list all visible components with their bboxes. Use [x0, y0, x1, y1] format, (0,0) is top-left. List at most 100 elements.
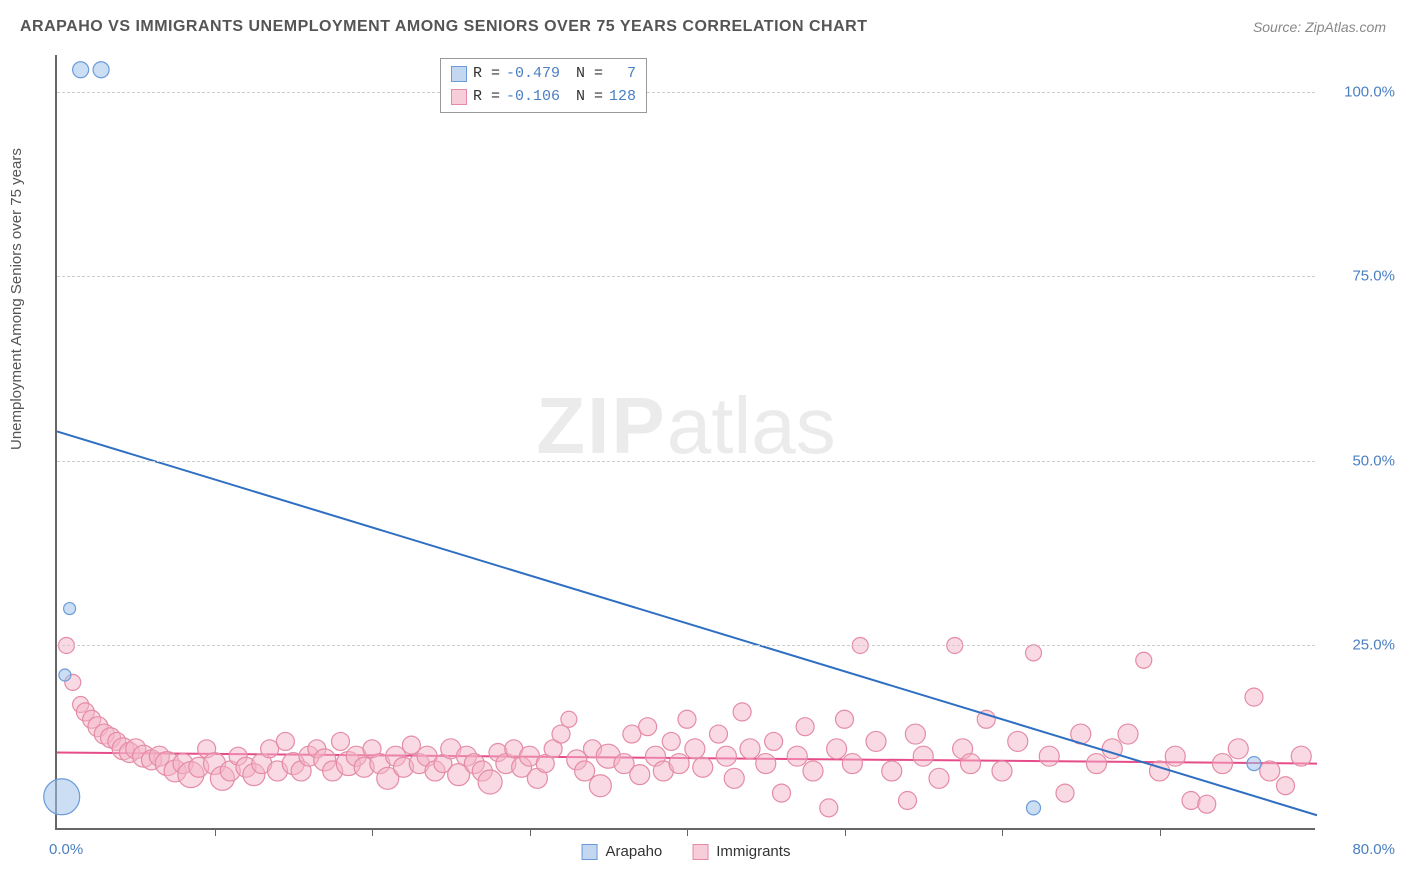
legend-swatch: [451, 66, 467, 82]
immigrants-point: [1087, 754, 1107, 774]
x-axis-min-label: 0.0%: [49, 841, 83, 858]
immigrants-point: [756, 754, 776, 774]
legend-n-label: N =: [576, 86, 603, 109]
immigrants-point: [716, 746, 736, 766]
arapaho-point: [59, 669, 71, 681]
gridline: [57, 645, 1315, 646]
immigrants-point: [669, 754, 689, 774]
immigrants-point: [803, 761, 823, 781]
arapaho-point: [1247, 757, 1261, 771]
immigrants-point: [836, 710, 854, 728]
immigrants-point: [724, 768, 744, 788]
immigrants-point: [1277, 777, 1295, 795]
immigrants-point: [710, 725, 728, 743]
immigrants-point: [575, 761, 595, 781]
x-tick: [845, 828, 846, 836]
plot-svg: [57, 55, 1315, 828]
arapaho-point: [44, 779, 80, 815]
legend-series-label: Immigrants: [716, 843, 790, 860]
immigrants-point: [589, 775, 611, 797]
immigrants-point: [899, 791, 917, 809]
immigrants-point: [1026, 645, 1042, 661]
immigrants-point: [662, 732, 680, 750]
immigrants-point: [820, 799, 838, 817]
immigrants-point: [961, 754, 981, 774]
y-axis-label: Unemployment Among Seniors over 75 years: [8, 148, 25, 450]
chart-title: ARAPAHO VS IMMIGRANTS UNEMPLOYMENT AMONG…: [20, 18, 867, 36]
immigrants-point: [1245, 688, 1263, 706]
immigrants-point: [1260, 761, 1280, 781]
immigrants-point: [1228, 739, 1248, 759]
legend-top: R = -0.479 N = 7 R = -0.106 N = 128: [440, 58, 647, 113]
x-tick: [1002, 828, 1003, 836]
legend-swatch: [582, 844, 598, 860]
legend-r-label: R =: [473, 86, 500, 109]
immigrants-point: [773, 784, 791, 802]
immigrants-point: [1118, 724, 1138, 744]
immigrants-point: [678, 710, 696, 728]
immigrants-point: [787, 746, 807, 766]
immigrants-point: [1198, 795, 1216, 813]
legend-bottom-item: Immigrants: [692, 843, 790, 860]
immigrants-point: [827, 739, 847, 759]
immigrants-point: [842, 754, 862, 774]
header: ARAPAHO VS IMMIGRANTS UNEMPLOYMENT AMONG…: [20, 18, 1386, 36]
immigrants-point: [929, 768, 949, 788]
immigrants-point: [1150, 761, 1170, 781]
immigrants-point: [630, 765, 650, 785]
y-tick-label: 50.0%: [1325, 452, 1395, 469]
x-tick: [530, 828, 531, 836]
immigrants-point: [1165, 746, 1185, 766]
immigrants-point: [332, 732, 350, 750]
immigrants-point: [478, 770, 502, 794]
immigrants-point: [1213, 754, 1233, 774]
immigrants-point: [796, 718, 814, 736]
legend-n-value: 128: [609, 86, 636, 109]
gridline: [57, 461, 1315, 462]
legend-series-label: Arapaho: [606, 843, 663, 860]
legend-n-value: 7: [609, 63, 636, 86]
x-tick: [215, 828, 216, 836]
immigrants-point: [882, 761, 902, 781]
legend-n-label: N =: [576, 63, 603, 86]
immigrants-point: [733, 703, 751, 721]
y-tick-label: 75.0%: [1325, 268, 1395, 285]
legend-swatch: [451, 89, 467, 105]
x-tick: [687, 828, 688, 836]
y-tick-label: 100.0%: [1325, 83, 1395, 100]
x-tick: [372, 828, 373, 836]
immigrants-point: [765, 732, 783, 750]
source-attribution: Source: ZipAtlas.com: [1253, 19, 1386, 35]
immigrants-point: [1008, 731, 1028, 751]
immigrants-point: [913, 746, 933, 766]
legend-r-value: -0.479: [506, 63, 560, 86]
immigrants-point: [905, 724, 925, 744]
legend-r-value: -0.106: [506, 86, 560, 109]
legend-r-label: R =: [473, 63, 500, 86]
immigrants-point: [639, 718, 657, 736]
immigrants-point: [1039, 746, 1059, 766]
immigrants-point: [552, 725, 570, 743]
immigrants-point: [1056, 784, 1074, 802]
arapaho-point: [1027, 801, 1041, 815]
x-tick: [1160, 828, 1161, 836]
legend-top-row: R = -0.106 N = 128: [451, 86, 636, 109]
gridline: [57, 92, 1315, 93]
immigrants-point: [992, 761, 1012, 781]
y-tick-label: 25.0%: [1325, 637, 1395, 654]
arapaho-point: [93, 62, 109, 78]
legend-bottom: Arapaho Immigrants: [582, 843, 791, 860]
arapaho-point: [73, 62, 89, 78]
legend-bottom-item: Arapaho: [582, 843, 663, 860]
arapaho-point: [64, 603, 76, 615]
immigrants-point: [276, 732, 294, 750]
immigrants-point: [1291, 746, 1311, 766]
immigrants-point: [561, 711, 577, 727]
legend-swatch: [692, 844, 708, 860]
x-axis-max-label: 80.0%: [1352, 841, 1395, 858]
immigrants-point: [693, 757, 713, 777]
legend-top-row: R = -0.479 N = 7: [451, 63, 636, 86]
gridline: [57, 276, 1315, 277]
immigrants-point: [1182, 791, 1200, 809]
immigrants-point: [685, 739, 705, 759]
